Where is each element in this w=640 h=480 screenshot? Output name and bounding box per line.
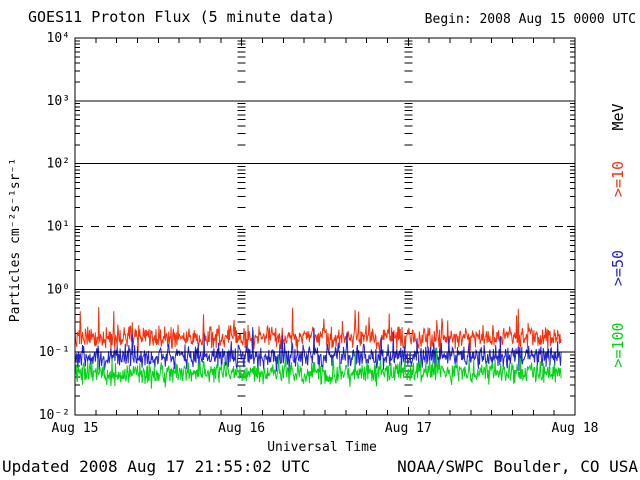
x-tick-labels: Aug 15 Aug 16 Aug 17 Aug 18 [52,421,599,436]
begin-time-label: Begin: 2008 Aug 15 0000 UTC [424,12,636,27]
y-axis-title: Particles cm⁻²s⁻¹sr⁻¹ [8,157,23,323]
series-label-ge100: >=100 [609,322,627,368]
y-tick-label: 10⁰ [47,282,70,297]
y-tick-label: 10² [47,157,70,172]
trace-gege50 [74,327,562,373]
day-boundary-minor-gridlines [237,40,413,397]
plot-frame [74,37,576,416]
trace-gege100 [74,348,562,389]
data-series [74,306,562,389]
y-axis-ticks [75,40,575,397]
y-tick-label: 10¹ [47,220,70,235]
decade-gridlines [75,100,575,353]
y-tick-label: 10³ [47,94,70,109]
x-tick-label: Aug 17 [385,421,432,436]
y-tick-label: 10⁻¹ [39,345,70,360]
chart-title: GOES11 Proton Flux (5 minute data) [28,8,336,26]
y-tick-label: 10⁻² [39,408,70,423]
x-tick-label: Aug 15 [52,421,99,436]
x-tick-label: Aug 16 [218,421,265,436]
x-tick-label: Aug 18 [552,421,599,436]
x-axis-title: Universal Time [267,440,377,455]
y-tick-labels: 10⁴ 10³ 10² 10¹ 10⁰ 10⁻¹ 10⁻² [39,31,70,423]
y-tick-label: 10⁴ [47,31,70,46]
updated-timestamp: Updated 2008 Aug 17 21:55:02 UTC [2,457,311,476]
x-axis-ticks [95,38,555,415]
source-attribution: NOAA/SWPC Boulder, CO USA [397,457,638,476]
trace-gege10 [74,306,562,353]
